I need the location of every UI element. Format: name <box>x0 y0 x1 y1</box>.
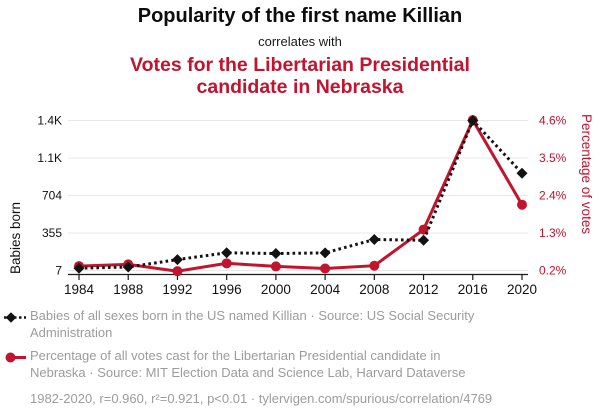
left-axis-tick-label: 704 <box>42 189 62 203</box>
x-axis-tick-label: 1988 <box>113 282 143 297</box>
circle-marker <box>221 258 232 269</box>
x-axis-tick-label: 2004 <box>310 282 341 297</box>
legend-entry-killian: Babies of all sexes born in the US named… <box>4 308 596 341</box>
x-axis-tick-label: 1984 <box>64 282 95 297</box>
legend-entry-label: Babies of all sexes born in the US named… <box>30 308 475 340</box>
left-axis-tick-label: 1.1K <box>37 151 62 165</box>
circle-marker <box>320 263 331 274</box>
black-diamond-dashed-icon <box>4 312 26 323</box>
circle-marker <box>369 260 380 271</box>
circle-marker <box>172 266 183 277</box>
diamond-marker <box>418 234 430 246</box>
circle-marker <box>517 199 527 210</box>
right-axis-tick-label: 2.4% <box>539 189 567 203</box>
x-axis-tick-label: 2008 <box>359 282 389 297</box>
x-axis-tick-label: 2012 <box>409 282 439 297</box>
legend-entry-label: Percentage of all votes cast for the Lib… <box>30 348 466 380</box>
x-axis-tick-label: 2016 <box>458 282 488 297</box>
right-axis-tick-label: 3.5% <box>539 151 567 165</box>
x-axis-tick-label: 1996 <box>212 282 242 297</box>
x-axis-tick-label: 1992 <box>162 282 192 297</box>
chart-header: Popularity of the first name Killian cor… <box>0 5 600 99</box>
legend-entry-votes: Percentage of all votes cast for the Lib… <box>4 348 596 381</box>
red-circle-solid-icon <box>5 352 26 363</box>
right-axis-tick-label: 1.3% <box>539 226 567 240</box>
diamond-marker <box>319 247 331 259</box>
diamond-marker <box>270 248 282 260</box>
x-axis-tick-label: 2020 <box>507 282 537 297</box>
x-axis-tick-label: 2000 <box>261 282 291 297</box>
left-axis-tick-label: 1.4K <box>37 114 62 128</box>
chart-legend: Babies of all sexes born in the US named… <box>4 308 596 406</box>
right-axis-tick-label: 4.6% <box>539 114 567 128</box>
circle-marker <box>270 261 281 272</box>
right-axis-tick-label: 0.2% <box>539 264 567 278</box>
diamond-marker <box>368 234 380 246</box>
correlates-with-label: correlates with <box>258 34 342 49</box>
left-axis-tick-label: 7 <box>55 264 62 278</box>
left-axis-title: Babies born <box>8 201 23 274</box>
right-axis-title: Percentage of votes <box>579 114 594 235</box>
diamond-marker <box>467 115 479 126</box>
chart-area: Babies born Percentage of votes 1.4K 4.6%… <box>0 104 600 304</box>
page-title: Popularity of the first name Killian <box>137 5 463 27</box>
series-line-1 <box>78 116 524 273</box>
left-axis-tick-label: 355 <box>42 226 62 240</box>
diamond-marker <box>221 247 233 259</box>
page-subtitle: Votes for the Libertarian Presidential c… <box>130 54 470 98</box>
diamond-marker <box>171 254 183 266</box>
diamond-marker <box>73 262 85 274</box>
series-line-0 <box>78 117 524 270</box>
diamond-marker <box>122 261 134 273</box>
line-chart-svg: 1.4K 4.6% 1.1K 3.5% 704 2.4% 355 1.3% 7 0.2% 1984 1… <box>37 114 567 297</box>
stats-footnote: 1982-2020, r=0.960, r²=0.921, p<0.01 · t… <box>30 391 493 406</box>
diamond-marker <box>516 167 528 179</box>
